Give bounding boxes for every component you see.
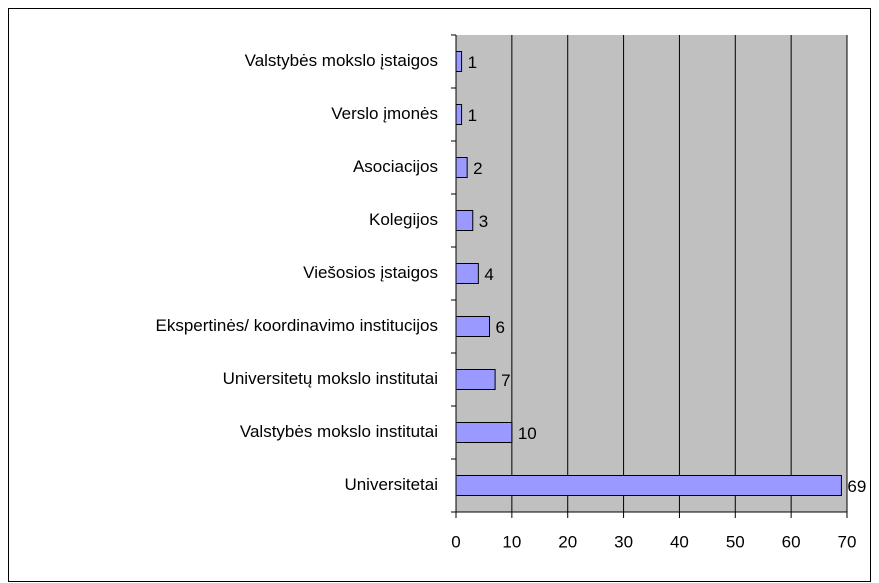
data-label: 6 bbox=[496, 318, 505, 337]
data-label: 2 bbox=[473, 159, 482, 178]
data-label: 3 bbox=[479, 212, 488, 231]
bar bbox=[455, 157, 468, 178]
y-tick-label: Verslo įmonės bbox=[331, 104, 438, 123]
y-tick-label: Valstybės mokslo įstaigos bbox=[245, 51, 438, 70]
y-tick-label: Valstybės mokslo institutai bbox=[240, 422, 438, 441]
x-tick-label: 40 bbox=[670, 532, 689, 551]
data-label: 10 bbox=[518, 424, 537, 443]
bar bbox=[455, 475, 842, 496]
data-label: 4 bbox=[484, 265, 493, 284]
plot-area bbox=[456, 35, 847, 512]
y-tick-label: Asociacijos bbox=[353, 157, 438, 176]
y-tick-label: Kolegijos bbox=[369, 210, 438, 229]
data-label: 1 bbox=[468, 53, 477, 72]
chart-frame bbox=[8, 8, 871, 582]
x-tick-label: 60 bbox=[782, 532, 801, 551]
y-tick-label: Universitetai bbox=[344, 475, 438, 494]
x-tick-label: 20 bbox=[558, 532, 577, 551]
bar bbox=[455, 422, 513, 443]
data-label: 69 bbox=[847, 477, 866, 496]
bar bbox=[455, 316, 491, 337]
bar bbox=[455, 51, 463, 72]
y-tick-label: Viešosios įstaigos bbox=[303, 263, 438, 282]
bar bbox=[455, 104, 463, 125]
x-tick-label: 10 bbox=[502, 532, 521, 551]
bar bbox=[455, 263, 479, 284]
y-tick-label: Universitetų mokslo institutai bbox=[223, 369, 438, 388]
y-tick-label: Ekspertinės/ koordinavimo institucijos bbox=[155, 316, 438, 335]
x-tick-label: 30 bbox=[614, 532, 633, 551]
x-tick-label: 70 bbox=[838, 532, 857, 551]
x-tick-label: 50 bbox=[726, 532, 745, 551]
x-tick-label: 0 bbox=[451, 532, 460, 551]
bar bbox=[455, 369, 496, 390]
data-label: 7 bbox=[501, 371, 510, 390]
bar bbox=[455, 210, 474, 231]
data-label: 1 bbox=[468, 106, 477, 125]
